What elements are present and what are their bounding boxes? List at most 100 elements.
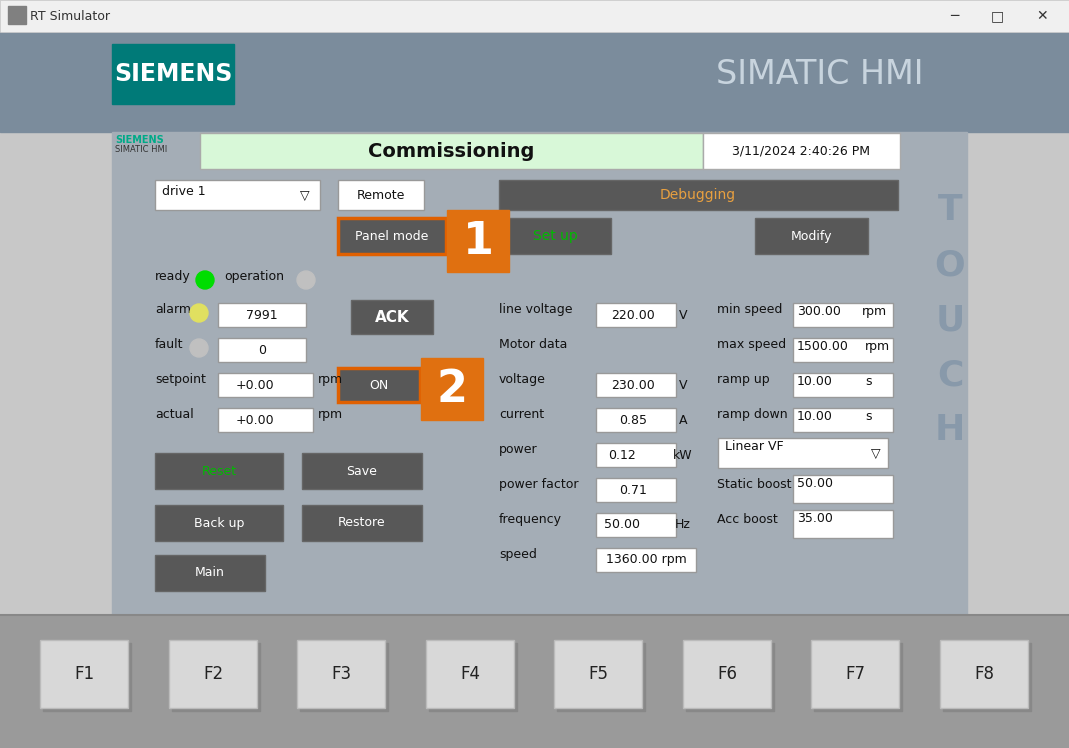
Bar xyxy=(597,548,696,572)
Text: frequency: frequency xyxy=(499,513,562,526)
Bar xyxy=(755,218,868,254)
Text: Save: Save xyxy=(346,465,377,477)
Text: rpm: rpm xyxy=(862,305,887,318)
Text: 0.71: 0.71 xyxy=(619,483,647,497)
Text: F5: F5 xyxy=(588,665,608,683)
Bar xyxy=(597,373,676,397)
Text: 300.00: 300.00 xyxy=(797,305,841,318)
Text: 0.85: 0.85 xyxy=(619,414,647,426)
Text: alarm: alarm xyxy=(155,303,191,316)
Text: 3/11/2024 2:40:26 PM: 3/11/2024 2:40:26 PM xyxy=(732,144,870,158)
Text: Panel mode: Panel mode xyxy=(355,230,429,242)
Bar xyxy=(421,358,483,420)
Bar xyxy=(703,133,900,169)
Text: Commissioning: Commissioning xyxy=(368,141,534,161)
Bar xyxy=(447,210,509,272)
Bar xyxy=(112,44,234,104)
Text: F4: F4 xyxy=(460,665,480,683)
Circle shape xyxy=(190,339,208,357)
Bar xyxy=(427,640,514,708)
Bar xyxy=(793,475,893,503)
Text: Motor data: Motor data xyxy=(499,338,568,351)
Text: rpm: rpm xyxy=(865,340,890,353)
Text: +0.00: +0.00 xyxy=(235,414,275,426)
Bar xyxy=(686,643,774,711)
Bar xyxy=(597,408,676,432)
Bar xyxy=(155,555,265,591)
Text: ▽: ▽ xyxy=(300,188,310,201)
Circle shape xyxy=(297,271,315,289)
Bar xyxy=(297,640,385,708)
Text: 7991: 7991 xyxy=(246,308,278,322)
Text: F3: F3 xyxy=(331,665,351,683)
Text: Reset: Reset xyxy=(201,465,236,477)
Text: 1500.00: 1500.00 xyxy=(797,340,849,353)
Text: C: C xyxy=(936,358,963,392)
Text: T: T xyxy=(938,193,962,227)
Text: line voltage: line voltage xyxy=(499,303,573,316)
Text: speed: speed xyxy=(499,548,537,561)
Text: A: A xyxy=(679,414,687,426)
Text: F8: F8 xyxy=(974,665,994,683)
Text: Modify: Modify xyxy=(790,230,832,242)
Bar xyxy=(200,133,703,169)
Text: kW: kW xyxy=(673,449,693,462)
Bar xyxy=(793,510,893,538)
Text: 10.00: 10.00 xyxy=(797,375,833,388)
Text: 10.00: 10.00 xyxy=(797,410,833,423)
Text: Restore: Restore xyxy=(338,517,386,530)
Text: s: s xyxy=(865,375,871,388)
Bar xyxy=(169,640,257,708)
Text: ▽: ▽ xyxy=(871,447,881,459)
Bar xyxy=(429,643,517,711)
Bar xyxy=(155,453,283,489)
Bar xyxy=(351,300,433,334)
Bar xyxy=(338,218,446,254)
Text: SIMATIC HMI: SIMATIC HMI xyxy=(115,145,167,154)
Bar xyxy=(155,180,320,210)
Bar xyxy=(793,338,893,362)
Text: SIEMENS: SIEMENS xyxy=(113,62,232,86)
Bar xyxy=(338,180,424,210)
Circle shape xyxy=(196,271,214,289)
Text: ON: ON xyxy=(370,378,389,391)
Text: SIMATIC HMI: SIMATIC HMI xyxy=(716,58,924,91)
Bar xyxy=(7,6,26,24)
Text: min speed: min speed xyxy=(717,303,783,316)
Text: fault: fault xyxy=(155,338,184,351)
Bar xyxy=(499,218,611,254)
Bar xyxy=(155,505,283,541)
Bar xyxy=(172,643,260,711)
Text: ✕: ✕ xyxy=(1036,9,1048,23)
Text: Set up: Set up xyxy=(532,229,577,243)
Bar xyxy=(793,373,893,397)
Bar xyxy=(557,643,645,711)
Text: V: V xyxy=(679,378,687,391)
Text: max speed: max speed xyxy=(717,338,786,351)
Bar xyxy=(811,640,899,708)
Bar xyxy=(40,640,128,708)
Text: 50.00: 50.00 xyxy=(797,477,833,490)
Text: Static boost: Static boost xyxy=(717,478,791,491)
Bar xyxy=(43,643,131,711)
Text: voltage: voltage xyxy=(499,373,546,386)
Text: Main: Main xyxy=(195,566,224,580)
Text: operation: operation xyxy=(224,270,284,283)
Bar xyxy=(943,643,1031,711)
Text: F7: F7 xyxy=(845,665,865,683)
Text: V: V xyxy=(679,308,687,322)
Bar xyxy=(112,132,967,620)
Bar xyxy=(300,643,388,711)
Bar xyxy=(218,338,306,362)
Bar xyxy=(597,303,676,327)
Text: ready: ready xyxy=(155,270,190,283)
Text: ramp down: ramp down xyxy=(717,408,788,421)
Text: 220.00: 220.00 xyxy=(611,308,655,322)
Text: 35.00: 35.00 xyxy=(797,512,833,525)
Bar xyxy=(597,478,676,502)
Text: 1: 1 xyxy=(463,219,494,263)
Bar xyxy=(218,373,313,397)
Text: U: U xyxy=(935,303,964,337)
Bar xyxy=(303,505,422,541)
Text: 0: 0 xyxy=(258,343,266,357)
